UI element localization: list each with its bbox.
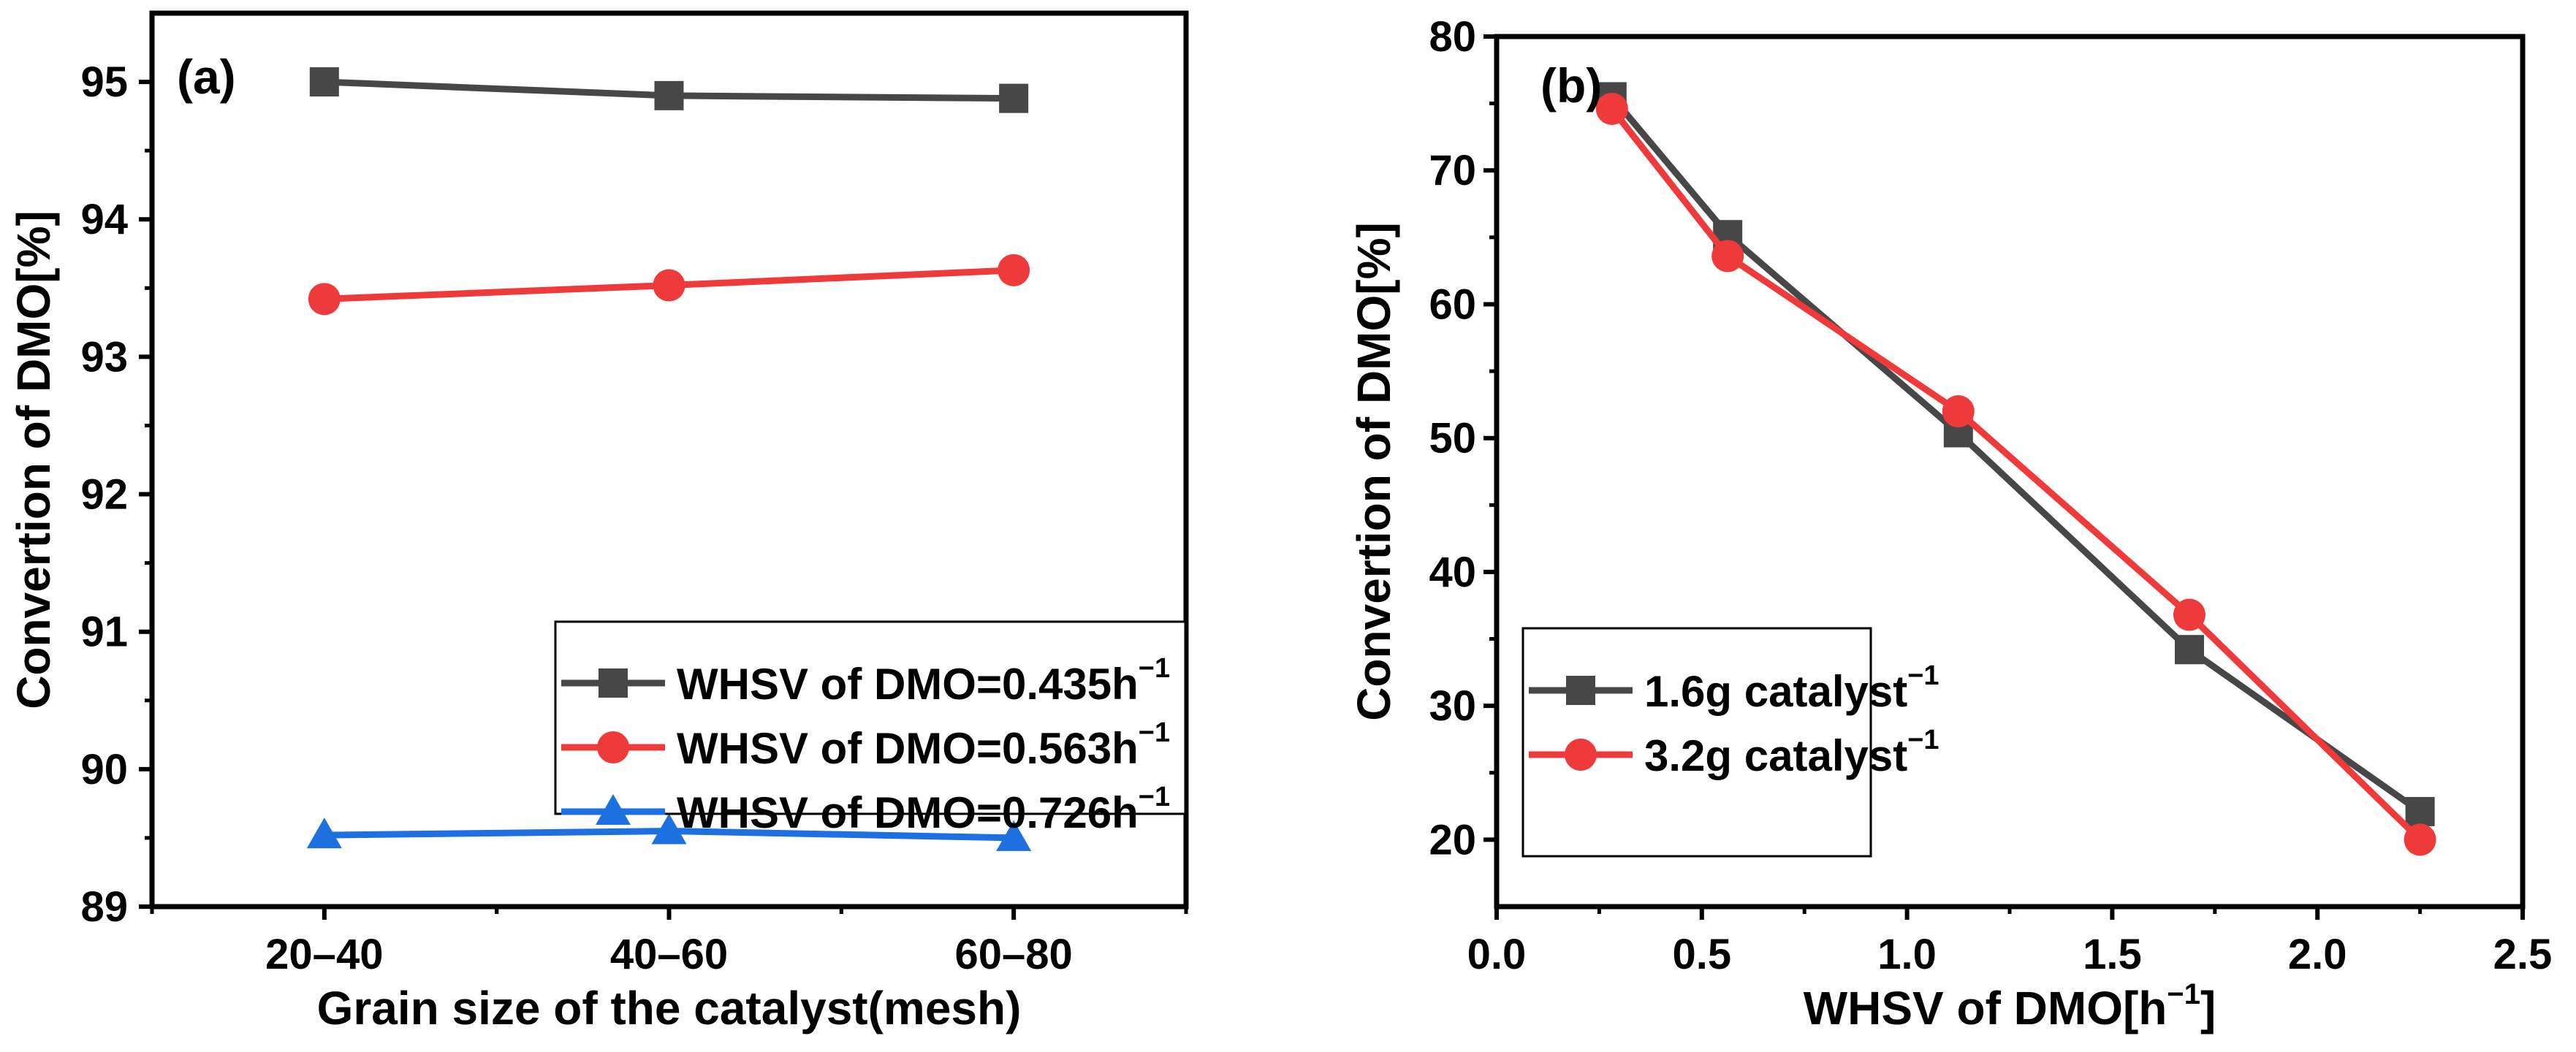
y-tick-label: 93 — [80, 333, 128, 381]
x-axis-title-sup: −1 — [2167, 978, 2200, 1010]
y-tick-label: 91 — [80, 609, 128, 656]
y-tick-label: 92 — [80, 471, 128, 519]
legend-label: WHSV of DMO=0.435h−1 — [677, 653, 1170, 709]
y-tick-label: 80 — [1429, 13, 1476, 61]
y-tick-label: 50 — [1429, 415, 1476, 462]
y-tick-label: 89 — [80, 883, 128, 931]
y-axis-title: Convertion of DMO[%] — [1348, 222, 1400, 721]
x-axis-title: WHSV of DMO[h−1] — [1804, 978, 2216, 1034]
x-tick-label: 2.5 — [2493, 931, 2553, 978]
data-point — [308, 283, 341, 316]
legend-box — [554, 620, 1187, 815]
legend-marker — [1565, 739, 1597, 771]
legend-marker — [597, 731, 629, 763]
series-2 — [306, 813, 1032, 851]
series-1 — [1595, 92, 2436, 856]
data-point — [2173, 598, 2205, 631]
series-1 — [308, 254, 1030, 316]
y-tick-label: 40 — [1429, 549, 1476, 596]
data-point — [999, 83, 1029, 113]
legend: WHSV of DMO=0.435h−1 WHSV of DMO=0.563h−1… — [554, 620, 1187, 837]
legend-marker — [596, 794, 631, 825]
x-tick-label: 20–40 — [265, 931, 383, 978]
y-tick-label: 95 — [80, 58, 128, 106]
data-point — [1942, 395, 1975, 428]
data-point — [309, 67, 339, 97]
data-point — [654, 80, 684, 110]
data-point — [653, 269, 685, 302]
y-tick-label: 60 — [1429, 281, 1476, 328]
data-point — [998, 254, 1030, 286]
x-tick-label: 0.5 — [1672, 931, 1731, 978]
data-point — [2404, 823, 2436, 856]
x-tick-label: 1.5 — [2083, 931, 2142, 978]
data-point — [996, 820, 1032, 851]
x-tick-label: 0.0 — [1467, 931, 1527, 978]
legend-label: 1.6g catalyst−1 — [1644, 660, 1939, 716]
data-point — [306, 817, 342, 849]
legend-label-sup: −1 — [1907, 660, 1939, 691]
legend-marker — [1566, 676, 1595, 705]
legend-marker — [599, 668, 628, 698]
series-0 — [309, 67, 1029, 113]
y-tick-label: 30 — [1429, 682, 1476, 730]
y-tick-label: 94 — [80, 196, 128, 243]
legend-label-sup: −1 — [1139, 653, 1170, 684]
data-point — [651, 813, 687, 845]
x-tick-label: 1.0 — [1877, 931, 1937, 978]
legend-label: WHSV of DMO=0.726h−1 — [677, 782, 1170, 837]
legend-label: WHSV of DMO=0.563h−1 — [677, 717, 1170, 773]
x-tick-label: 60–80 — [955, 931, 1073, 978]
data-point — [2405, 796, 2435, 826]
chart-panel-b: 20 30 40 50 60 70 80 0.0 0.5 1.0 1.5 2.0 2.5 WHSV of … — [1348, 13, 2552, 1034]
legend-label-sup: −1 — [1139, 717, 1170, 748]
legend-label: 3.2g catalyst−1 — [1644, 725, 1939, 780]
legend-label-sup: −1 — [1139, 782, 1170, 812]
x-tick-label: 2.0 — [2288, 931, 2347, 978]
data-point — [1711, 240, 1744, 272]
legend-label-sup: −1 — [1907, 725, 1939, 755]
panel-label: (b) — [1540, 58, 1602, 113]
x-tick-label: 40–60 — [610, 931, 728, 978]
y-tick-label: 20 — [1429, 816, 1476, 864]
data-point — [1595, 92, 1628, 125]
legend: 1.6g catalyst−1 3.2g catalyst−1 — [1521, 627, 1939, 858]
panel-label: (a) — [177, 50, 236, 104]
y-axis-title: Convertion of DMO[%] — [7, 210, 60, 709]
y-tick-label: 90 — [80, 746, 128, 793]
x-axis-title: Grain size of the catalyst(mesh) — [317, 982, 1022, 1034]
data-point — [2174, 635, 2204, 665]
y-tick-label: 70 — [1429, 147, 1476, 194]
x-axis-title-end: ] — [2200, 982, 2216, 1034]
